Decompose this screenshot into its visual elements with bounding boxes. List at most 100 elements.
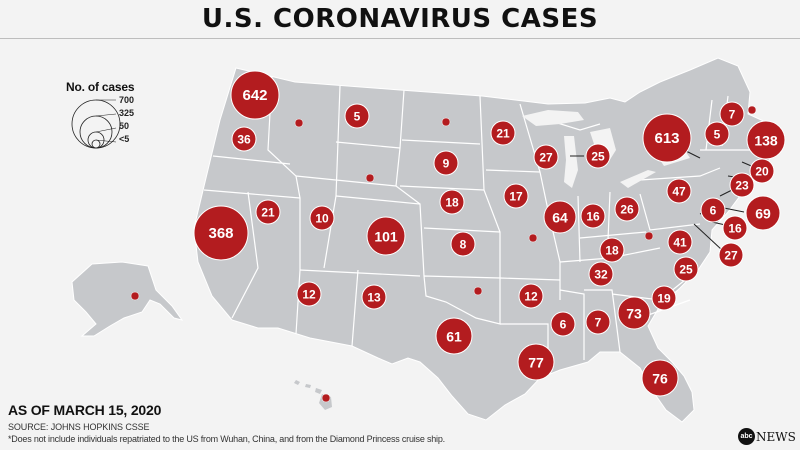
case-count-label: 27: [724, 249, 738, 263]
lake-erie: [620, 170, 656, 188]
state-marker-idaho: [294, 118, 304, 128]
case-bubble: [585, 143, 611, 169]
case-count-label: 77: [528, 355, 544, 371]
case-count-label: 642: [242, 87, 267, 104]
state-marker-new-york: 613: [642, 113, 692, 163]
alaska-shape: [71, 261, 184, 337]
logo-text: NEWS: [756, 429, 796, 444]
state-marker-arizona: 12: [296, 281, 322, 307]
state-marker-new-mexico: 13: [361, 284, 387, 310]
border-line: [299, 269, 421, 277]
state-marker-nebraska: 18: [439, 189, 465, 215]
state-marker-wyoming: [365, 173, 375, 183]
state-marker-montana: 5: [344, 103, 370, 129]
case-bubble: [366, 216, 406, 256]
state-marker-ohio: 26: [614, 196, 640, 222]
state-marker-district-of-columbia: 27: [718, 242, 744, 268]
case-count-label: 16: [586, 210, 600, 224]
border-line: [401, 139, 481, 145]
case-count-label: 19: [657, 292, 671, 306]
state-marker-west-virginia: [644, 231, 654, 241]
legend-leader: [95, 113, 117, 117]
case-bubble: [719, 101, 745, 127]
case-count-label: 5: [354, 110, 361, 124]
as-of-date: AS OF MARCH 15, 2020: [8, 402, 162, 418]
border-line: [351, 269, 359, 347]
state-marker-south-carolina: 19: [651, 285, 677, 311]
border-line: [203, 189, 301, 199]
legend-label-50: 50: [119, 121, 130, 131]
case-count-label: 69: [755, 206, 771, 222]
case-bubble: [666, 178, 692, 204]
leader-line: [693, 223, 723, 251]
case-bubble: [344, 103, 370, 129]
case-count-label: 13: [367, 291, 381, 305]
legend-circle-700: [71, 99, 121, 149]
border-line: [399, 185, 485, 191]
state-marker-colorado: 101: [366, 216, 406, 256]
state-marker-utah: 10: [309, 205, 335, 231]
case-bubble: [450, 231, 476, 257]
case-count-label: 36: [237, 133, 251, 147]
case-bubble: [130, 291, 140, 301]
border-line: [485, 169, 541, 173]
state-marker-missouri: [528, 233, 538, 243]
state-marker-rhode-island: 20: [749, 158, 775, 184]
case-count-label: 10: [315, 212, 329, 226]
case-count-label: 17: [509, 190, 523, 204]
border-line: [295, 175, 397, 187]
case-bubble: [517, 343, 555, 381]
state-marker-south-dakota: 9: [433, 150, 459, 176]
state-marker-georgia: 73: [617, 296, 651, 330]
case-bubble: [231, 126, 257, 152]
case-count-label: 32: [594, 268, 608, 282]
legend-leader: [95, 127, 117, 133]
legend-leader: [95, 139, 117, 143]
hawaii-shape: [294, 380, 332, 410]
case-bubble: [667, 229, 693, 255]
case-count-label: 9: [443, 157, 450, 171]
legend-leaders: [95, 99, 117, 143]
contiguous-us-shape: [193, 57, 779, 423]
case-count-label: 61: [446, 329, 462, 345]
case-count-label: 5: [714, 128, 721, 142]
state-marker-pennsylvania: 47: [666, 178, 692, 204]
case-bubble: [528, 233, 538, 243]
state-marker-alaska: [130, 291, 140, 301]
border-line: [639, 193, 701, 231]
case-bubble: [518, 283, 544, 309]
case-count-label: 21: [261, 206, 275, 220]
case-count-label: 18: [605, 244, 619, 258]
case-count-label: 12: [524, 290, 538, 304]
state-marker-louisiana: 77: [517, 343, 555, 381]
state-marker-arkansas: 12: [518, 283, 544, 309]
state-marker-iowa: 17: [503, 183, 529, 209]
case-bubble: [614, 196, 640, 222]
state-marker-massachusetts: 138: [746, 120, 786, 160]
case-bubble: [435, 317, 473, 355]
case-count-label: 18: [445, 196, 459, 210]
case-bubble: [296, 281, 322, 307]
border-line: [579, 231, 647, 239]
case-bubble: [642, 113, 692, 163]
case-bubble: [588, 261, 614, 287]
case-bubble: [433, 150, 459, 176]
state-marker-texas: 61: [435, 317, 473, 355]
abc-news-logo: abc NEWS: [738, 428, 796, 445]
case-bubble: [294, 118, 304, 128]
state-marker-washington: 642: [230, 70, 280, 120]
case-count-label: 7: [595, 316, 602, 330]
border-line: [577, 195, 581, 263]
case-bubble: [361, 284, 387, 310]
case-count-label: 64: [552, 210, 568, 226]
state-marker-oklahoma: [473, 286, 483, 296]
state-marker-north-dakota: [441, 117, 451, 127]
case-bubble: [729, 172, 755, 198]
border-line: [499, 277, 561, 281]
case-bubble: [193, 205, 249, 261]
case-count-label: 12: [302, 288, 316, 302]
state-marker-oregon: 36: [231, 126, 257, 152]
case-bubble: [490, 120, 516, 146]
legend-label-700: 700: [119, 95, 135, 105]
